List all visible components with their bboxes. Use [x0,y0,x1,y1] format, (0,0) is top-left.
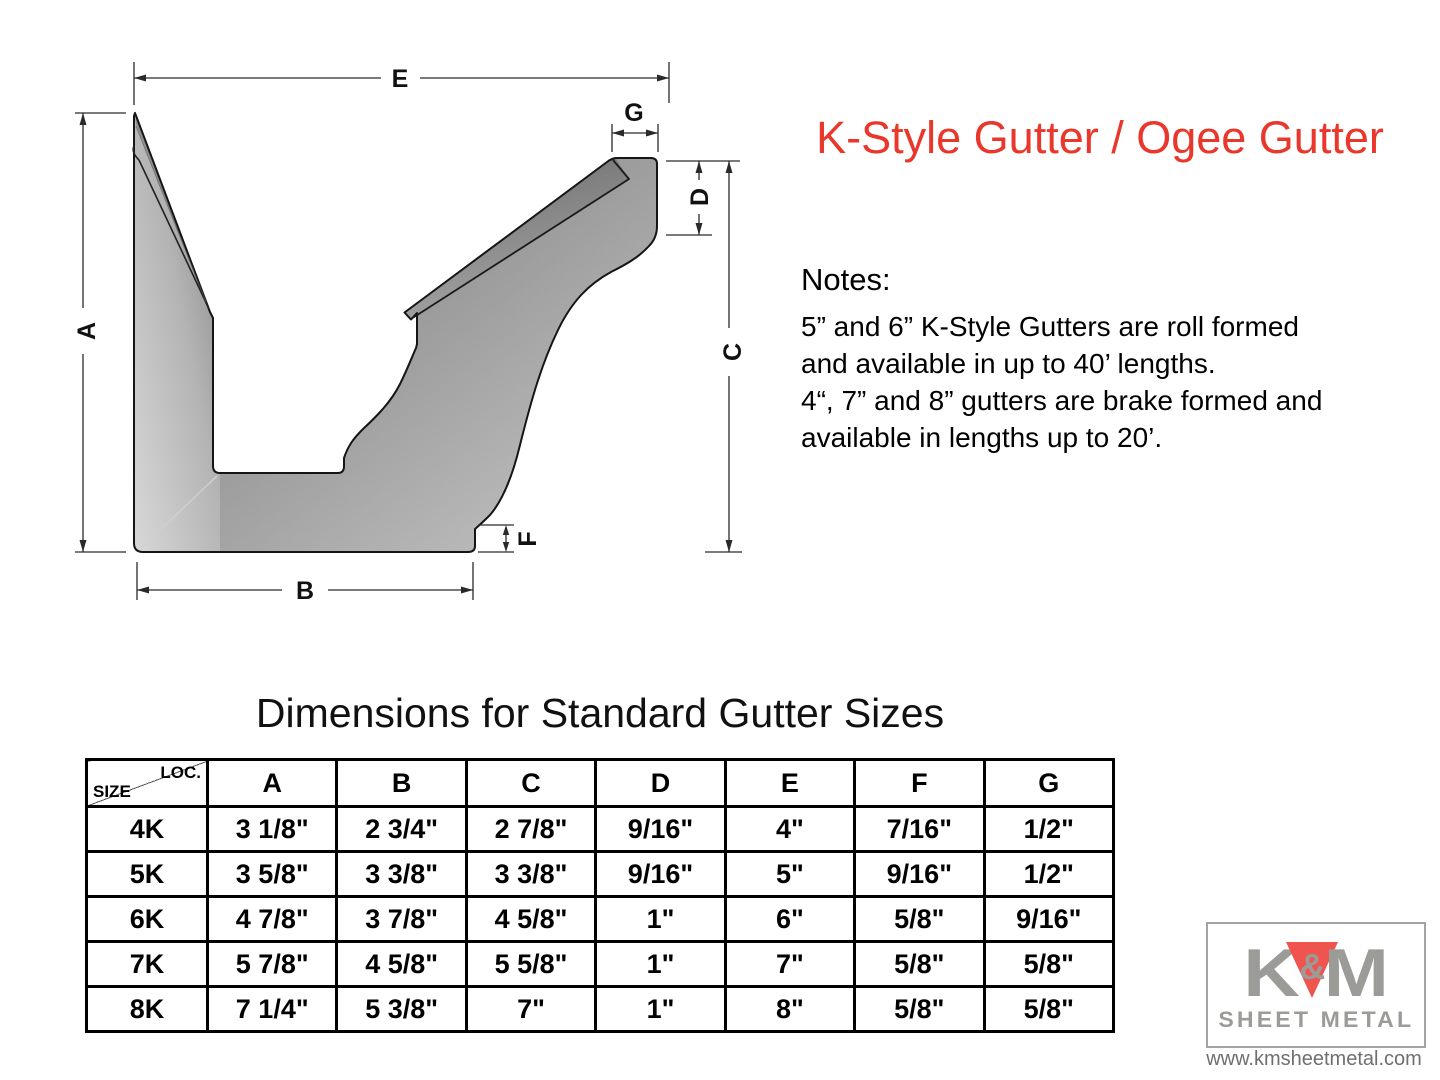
table-row: 6K 4 7/8" 3 7/8" 4 5/8" 1" 6" 5/8" 9/16" [85,895,1116,943]
corner-fold-highlight [140,475,218,549]
value-cell: 7 1/4" [205,985,339,1033]
logo-triangle-icon: & [1286,942,1339,1004]
value-cell: 3 7/8" [335,895,468,943]
col-header: D [594,758,727,808]
value-cell: 1/2" [982,850,1116,898]
gutter-profile [132,112,658,553]
gutter-body [134,158,657,552]
value-cell: 1/2" [982,805,1116,853]
value-cell: 5/8" [853,985,986,1033]
col-header: A [205,758,339,808]
blade-hem-hook [132,145,140,161]
size-cell: 7K [85,940,209,988]
size-cell: 6K [85,895,209,943]
dim-label-e: E [392,65,409,93]
value-cell: 1" [594,985,727,1033]
value-cell: 5 5/8" [464,940,598,988]
roof-strap [404,158,629,319]
value-cell: 4" [723,805,857,853]
km-logo-letters: K & M [1243,937,1389,1009]
value-cell: 5/8" [982,985,1116,1033]
dim-label-g: G [624,99,643,127]
value-cell: 4 7/8" [205,895,339,943]
dimension-arrows [79,74,733,594]
col-header: B [335,758,468,808]
notes-line: 5” and 6” K-Style Gutters are roll forme… [801,311,1299,342]
body-outline [133,157,658,553]
gutter-diagram: E A B G D C F [73,62,747,605]
col-header: G [982,758,1116,808]
value-cell: 9/16" [853,850,986,898]
value-cell: 4 5/8" [464,895,598,943]
gutter-front-wall [134,113,220,552]
dim-label-f: F [514,531,542,546]
value-cell: 9/16" [594,805,727,853]
value-cell: 5 3/8" [335,985,468,1033]
corner-cell: LOC. SIZE [85,758,209,808]
value-cell: 9/16" [594,850,727,898]
table-header-row: LOC. SIZE A B C D E F G [85,758,1116,808]
dim-label-c: C [719,343,747,361]
notes-heading: Notes: [801,262,891,297]
table-row: 4K 3 1/8" 2 3/4" 2 7/8" 9/16" 4" 7/16" 1… [85,805,1116,853]
value-cell: 6" [723,895,857,943]
col-header: E [723,758,857,808]
blade-mid-line [135,125,207,303]
value-cell: 3 3/8" [335,850,468,898]
value-cell: 5" [723,850,857,898]
size-cell: 5K [85,850,209,898]
km-logo: K & M SHEET METAL [1206,922,1426,1048]
dim-label-a: A [73,322,101,340]
logo-red-triangle [1286,942,1339,998]
logo-subtitle: SHEET METAL [1218,1007,1414,1032]
value-cell: 5/8" [853,940,986,988]
table-title: Dimensions for Standard Gutter Sizes [255,690,945,736]
dimensions-table: LOC. SIZE A B C D E F G 4K 3 1/8" 2 3/4"… [85,758,1116,1033]
notes-block: Notes: 5” and 6” K-Style Gutters are rol… [801,262,1401,456]
value-cell: 1" [594,940,727,988]
blade-hem-line [138,159,210,310]
dim-label-d: D [686,188,714,206]
value-cell: 1" [594,895,727,943]
dimension-lines [75,62,742,600]
size-cell: 8K [85,985,209,1033]
table-row: 8K 7 1/4" 5 3/8" 7" 1" 8" 5/8" 5/8" [85,985,1116,1033]
corner-loc-label: LOC. [160,763,201,782]
notes-line: and available in up to 40’ lengths. [801,348,1216,379]
value-cell: 5/8" [982,940,1116,988]
value-cell: 2 7/8" [464,805,598,853]
strap-fold-line [410,159,630,320]
value-cell: 7" [723,940,857,988]
size-cell: 4K [85,805,209,853]
value-cell: 7" [464,985,598,1033]
col-header: C [464,758,598,808]
logo-ampersand: & [1299,946,1326,987]
notes-line: available in lengths up to 20’. [801,422,1163,453]
value-cell: 8" [723,985,857,1033]
table-row: 5K 3 5/8" 3 3/8" 3 3/8" 9/16" 5" 9/16" 1… [85,850,1116,898]
logo-url: www.kmsheetmetal.com [1206,1048,1422,1070]
table-row: 7K 5 7/8" 4 5/8" 5 5/8" 1" 7" 5/8" 5/8" [85,940,1116,988]
value-cell: 7/16" [853,805,986,853]
value-cell: 3 5/8" [205,850,339,898]
value-cell: 5 7/8" [205,940,339,988]
value-cell: 5/8" [853,895,986,943]
dim-label-b: B [296,577,314,605]
value-cell: 2 3/4" [335,805,468,853]
corner-size-label: SIZE [93,782,131,801]
notes-line: 4“, 7” and 8” gutters are brake formed a… [801,385,1323,416]
value-cell: 9/16" [982,895,1116,943]
value-cell: 3 1/8" [205,805,339,853]
page-title: K-Style Gutter / Ogee Gutter [816,112,1384,163]
col-header: F [853,758,986,808]
value-cell: 3 3/8" [464,850,598,898]
front-wall-outline [133,112,221,544]
logo-letter-m: M [1323,935,1390,1011]
value-cell: 4 5/8" [335,940,468,988]
